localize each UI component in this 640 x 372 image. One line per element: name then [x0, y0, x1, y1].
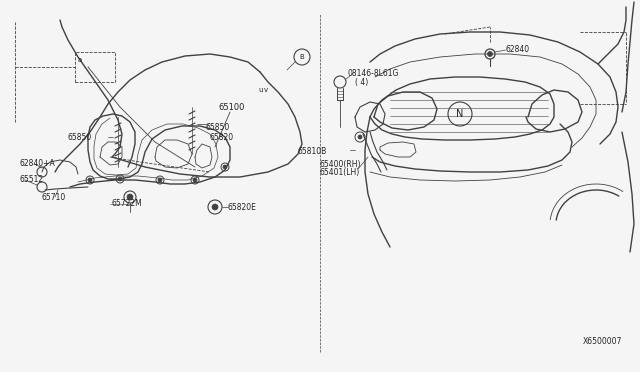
- Circle shape: [118, 177, 122, 181]
- Text: N: N: [456, 109, 464, 119]
- Text: 65401(LH): 65401(LH): [320, 167, 360, 176]
- Circle shape: [88, 178, 92, 182]
- Text: 62840: 62840: [505, 45, 529, 55]
- Text: X6500007: X6500007: [582, 337, 622, 346]
- Text: v: v: [264, 87, 268, 93]
- Circle shape: [488, 51, 493, 57]
- Circle shape: [358, 135, 362, 139]
- Circle shape: [223, 165, 227, 169]
- Text: 65850: 65850: [205, 122, 229, 131]
- Circle shape: [212, 204, 218, 210]
- Text: 65820E: 65820E: [228, 202, 257, 212]
- Text: 65512: 65512: [20, 176, 44, 185]
- Text: ( 4): ( 4): [355, 77, 368, 87]
- Text: 08146-8L61G: 08146-8L61G: [348, 70, 399, 78]
- Text: u: u: [258, 87, 262, 93]
- Text: 65810B: 65810B: [298, 148, 327, 157]
- Text: 65710: 65710: [42, 192, 67, 202]
- Text: a: a: [78, 57, 83, 63]
- Text: 65100: 65100: [218, 103, 244, 112]
- Circle shape: [193, 178, 197, 182]
- Circle shape: [127, 194, 133, 200]
- Text: 65400(RH): 65400(RH): [320, 160, 362, 169]
- Text: 65722M: 65722M: [112, 199, 143, 208]
- Text: 62840+A: 62840+A: [20, 160, 56, 169]
- Text: 65820: 65820: [210, 132, 234, 141]
- Text: B: B: [300, 54, 305, 60]
- Text: 65850: 65850: [68, 132, 92, 141]
- Circle shape: [158, 178, 162, 182]
